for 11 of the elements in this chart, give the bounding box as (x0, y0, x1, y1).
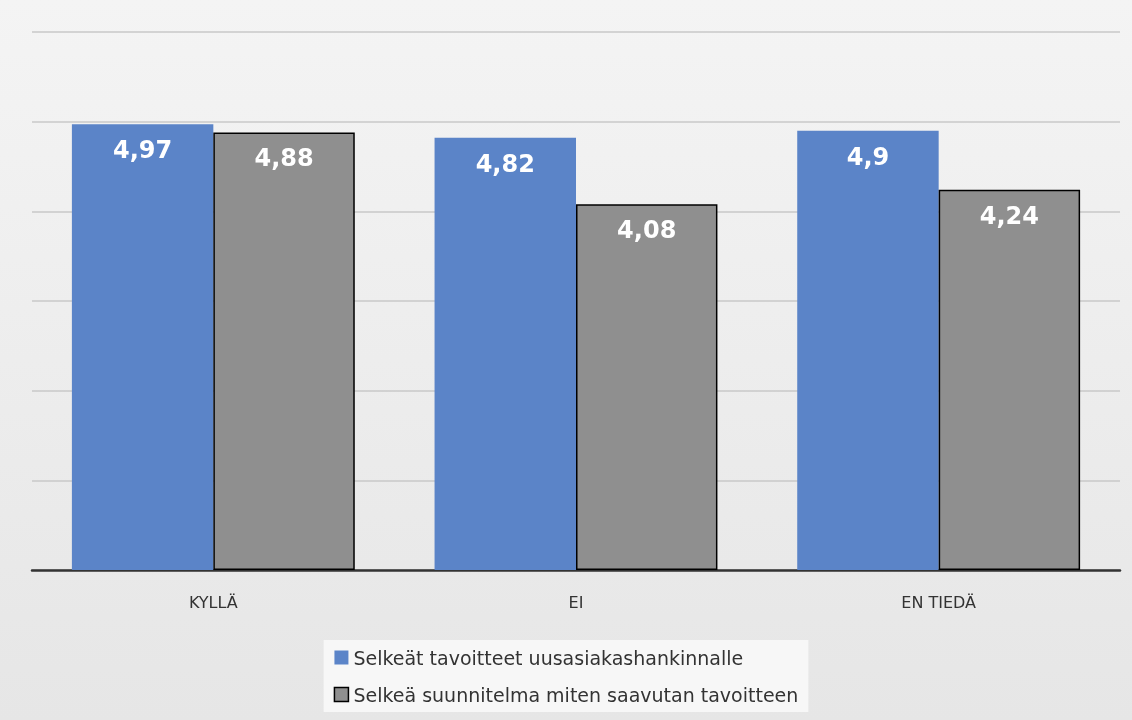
data-label: 4,9 (846, 142, 890, 171)
legend-label: Selkeät tavoitteet uusasiakashankinnalle (353, 646, 744, 669)
legend-label: Selkeä suunnitelma miten saavutan tavoitteen (353, 683, 799, 706)
x-tick-label: EN TIEDÄ (901, 592, 977, 612)
data-label: 4,97 (113, 136, 173, 165)
data-label: 4,82 (475, 149, 535, 178)
x-tick-label: EI (568, 592, 584, 612)
x-tick-label: KYLLÄ (188, 592, 238, 612)
data-label: 4,88 (254, 144, 314, 173)
data-label: 4,08 (617, 216, 677, 245)
data-label: 4,24 (979, 201, 1039, 230)
